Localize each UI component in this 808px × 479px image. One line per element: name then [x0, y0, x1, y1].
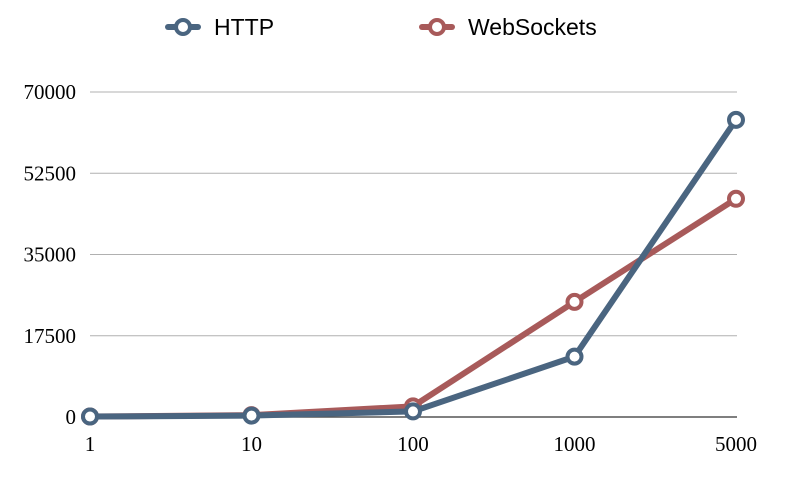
y-tick-label: 17500 — [24, 324, 77, 348]
x-tick-label: 1000 — [554, 432, 596, 456]
legend-marker — [174, 18, 192, 36]
series-group — [81, 110, 745, 426]
series-line — [87, 116, 739, 420]
legend-item-http: HTTP — [165, 14, 274, 40]
y-tick-label: 35000 — [24, 243, 77, 267]
y-tick-label: 52500 — [24, 161, 77, 185]
series-websockets — [81, 189, 745, 426]
data-point — [565, 347, 584, 366]
y-axis: 0 17500 35000 52500 70000 — [24, 80, 77, 429]
x-tick-label: 1 — [85, 432, 96, 456]
legend-marker — [428, 18, 446, 36]
series-http — [81, 110, 745, 426]
legend-label: HTTP — [214, 14, 274, 40]
data-point — [727, 110, 745, 129]
x-axis: 1 10 100 1000 5000 — [85, 432, 757, 456]
data-point — [81, 407, 99, 426]
y-tick-label: 0 — [66, 405, 77, 429]
y-tick-label: 70000 — [24, 80, 77, 104]
data-point — [727, 189, 745, 208]
grid — [90, 91, 737, 418]
data-point — [404, 402, 422, 421]
data-point — [565, 292, 584, 311]
series-line — [87, 195, 739, 420]
legend: HTTP WebSockets — [165, 14, 597, 40]
data-point — [242, 406, 261, 425]
legend-label: WebSockets — [468, 14, 597, 40]
x-tick-label: 100 — [397, 432, 429, 456]
legend-item-websockets: WebSockets — [419, 14, 597, 40]
x-tick-label: 5000 — [715, 432, 757, 456]
x-tick-label: 10 — [241, 432, 262, 456]
